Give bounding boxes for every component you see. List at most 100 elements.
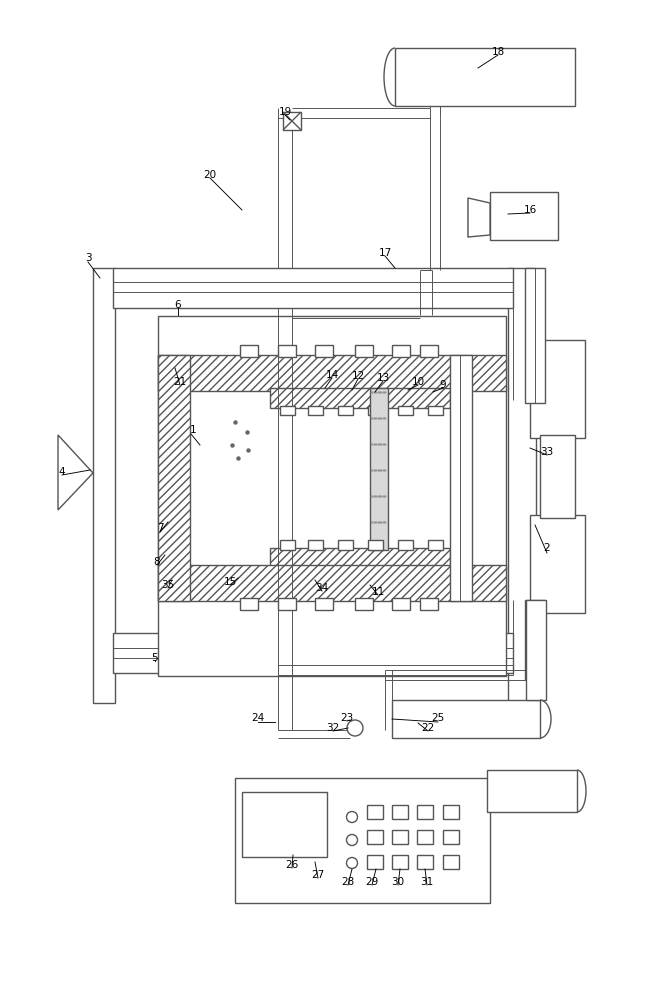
Bar <box>315 345 333 357</box>
Bar <box>428 406 443 415</box>
Text: 33: 33 <box>541 447 554 457</box>
Bar <box>443 805 459 819</box>
Bar <box>158 316 506 676</box>
Bar <box>113 268 513 308</box>
Text: 22: 22 <box>422 723 435 733</box>
Bar <box>417 805 433 819</box>
Text: 31: 31 <box>420 877 434 887</box>
Bar <box>367 805 383 819</box>
Bar <box>113 633 513 673</box>
Bar <box>392 805 408 819</box>
Polygon shape <box>58 435 93 510</box>
Circle shape <box>346 857 358 868</box>
Text: 21: 21 <box>174 377 187 387</box>
Text: 35: 35 <box>162 580 175 590</box>
Text: 4: 4 <box>59 467 65 477</box>
Bar <box>540 435 575 518</box>
Text: 9: 9 <box>440 380 446 390</box>
Bar <box>338 540 353 550</box>
Bar <box>240 598 258 610</box>
Bar <box>487 770 577 812</box>
Bar <box>392 345 410 357</box>
Bar <box>525 600 545 680</box>
Text: 12: 12 <box>351 371 364 381</box>
Bar <box>338 406 353 415</box>
Bar <box>308 540 323 550</box>
Polygon shape <box>468 198 490 237</box>
Text: 10: 10 <box>412 377 424 387</box>
Text: 20: 20 <box>203 170 217 180</box>
Bar <box>392 855 408 869</box>
Text: 26: 26 <box>285 860 299 870</box>
Bar <box>367 855 383 869</box>
Bar <box>355 598 373 610</box>
Text: 15: 15 <box>223 577 237 587</box>
Text: 30: 30 <box>392 877 404 887</box>
Text: 5: 5 <box>152 653 158 663</box>
Bar <box>395 48 575 106</box>
Bar <box>240 345 258 357</box>
Text: 8: 8 <box>154 557 160 567</box>
Bar <box>443 830 459 844</box>
Text: 2: 2 <box>544 543 551 553</box>
Text: 32: 32 <box>327 723 340 733</box>
Bar <box>355 345 373 357</box>
Bar <box>368 406 383 415</box>
Bar <box>508 268 536 703</box>
Text: 18: 18 <box>491 47 505 57</box>
Bar <box>398 406 413 415</box>
Bar <box>158 565 506 601</box>
Bar <box>158 355 190 601</box>
Bar <box>270 548 450 568</box>
Bar <box>525 268 545 403</box>
Bar <box>93 268 115 703</box>
Text: 6: 6 <box>175 300 182 310</box>
Text: 11: 11 <box>371 587 384 597</box>
Text: 16: 16 <box>523 205 537 215</box>
Bar <box>283 112 301 130</box>
Bar <box>450 355 472 601</box>
Bar <box>278 598 296 610</box>
Bar <box>368 540 383 550</box>
Bar <box>280 540 295 550</box>
Circle shape <box>346 834 358 846</box>
Text: 13: 13 <box>376 373 390 383</box>
Bar <box>235 778 490 903</box>
Bar <box>242 792 327 857</box>
Bar <box>420 345 438 357</box>
Bar <box>417 855 433 869</box>
Bar <box>315 598 333 610</box>
Bar <box>367 830 383 844</box>
Bar <box>443 855 459 869</box>
Bar <box>158 355 506 391</box>
Text: 28: 28 <box>341 877 354 887</box>
Bar <box>392 830 408 844</box>
Text: 27: 27 <box>311 870 325 880</box>
Bar <box>270 388 450 408</box>
Text: 17: 17 <box>378 248 392 258</box>
Bar <box>370 388 388 550</box>
Bar <box>530 340 585 438</box>
Text: 23: 23 <box>340 713 354 723</box>
Bar <box>280 406 295 415</box>
Circle shape <box>347 720 363 736</box>
Bar <box>490 192 558 240</box>
Bar <box>428 540 443 550</box>
Text: 7: 7 <box>157 523 164 533</box>
Bar <box>530 515 585 613</box>
Bar <box>417 830 433 844</box>
Circle shape <box>346 812 358 822</box>
Text: 25: 25 <box>432 713 445 723</box>
Bar <box>398 540 413 550</box>
Bar <box>526 600 546 700</box>
Text: 1: 1 <box>190 425 196 435</box>
Bar <box>392 598 410 610</box>
Text: 14: 14 <box>325 370 338 380</box>
Text: 19: 19 <box>279 107 292 117</box>
Text: 34: 34 <box>315 583 329 593</box>
Text: 3: 3 <box>84 253 91 263</box>
Text: 24: 24 <box>251 713 265 723</box>
Bar <box>392 700 540 738</box>
Bar <box>308 406 323 415</box>
Text: 29: 29 <box>365 877 378 887</box>
